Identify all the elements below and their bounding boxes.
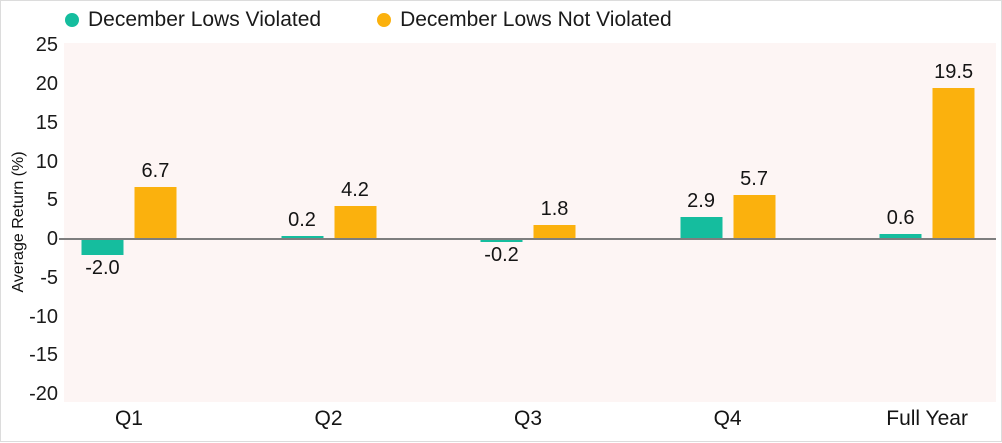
y-tick-label: -5 (40, 266, 58, 289)
zero-baseline (59, 238, 996, 240)
bar (281, 236, 323, 239)
legend-label-not-violated: December Lows Not Violated (400, 8, 672, 31)
y-axis-ticks: 25 20 15 10 5 0 -5 -10 -15 -20 (1, 1, 58, 443)
x-tick-label: Q1 (114, 407, 143, 430)
y-tick-label: 25 (35, 34, 58, 57)
y-tick-label: -20 (29, 383, 58, 405)
y-tick-label: 0 (46, 228, 58, 250)
x-tick-label: Q3 (514, 407, 543, 430)
bar-slot: 4.2 (334, 43, 376, 402)
bar-group: -0.2 1.8 (480, 43, 576, 402)
legend-label-violated: December Lows Violated (88, 8, 322, 31)
bar (533, 225, 576, 239)
value-label: -2.0 (85, 256, 120, 279)
bar-group: 0.6 19.5 (879, 43, 975, 402)
legend-item-not-violated: December Lows Not Violated (377, 8, 672, 32)
legend-item-violated: December Lows Violated (65, 8, 321, 32)
bar-slot: 0.6 (879, 43, 922, 402)
bar (134, 187, 177, 239)
bar (81, 239, 124, 255)
bar (334, 206, 376, 239)
legend-dot-not-violated-icon (377, 13, 392, 27)
value-label: 6.7 (141, 160, 170, 183)
y-tick-label: 20 (35, 73, 58, 95)
bar-slot: 1.8 (533, 43, 576, 402)
y-tick-label: -15 (29, 344, 58, 367)
bar-group: 0.2 4.2 (281, 43, 376, 402)
value-label: 19.5 (934, 60, 974, 83)
plot-area: -2.0 6.7 0.2 4.2 -0.2 1.8 2.9 5.7 0.6 19.5 (59, 43, 996, 402)
bar-group: -2.0 6.7 (81, 43, 177, 402)
bar-slot: -0.2 (480, 43, 523, 402)
value-label: 0.6 (886, 207, 915, 230)
value-label: 0.2 (288, 209, 316, 231)
value-label: 1.8 (540, 198, 569, 221)
bar (480, 239, 523, 242)
x-axis-labels: Q1 Q2 Q3 Q4 Full Year (64, 407, 996, 437)
bar (879, 234, 922, 239)
y-tick-label: 10 (35, 150, 58, 173)
value-label: -0.2 (484, 244, 519, 266)
value-label: 5.7 (740, 167, 768, 190)
bar (733, 194, 776, 239)
bar-group: 2.9 5.7 (680, 43, 776, 402)
bar-slot: 0.2 (281, 43, 323, 402)
bar (680, 216, 723, 239)
bar-slot: -2.0 (81, 43, 124, 402)
bar (932, 87, 975, 239)
x-tick-label: Full Year (886, 407, 968, 430)
bar-slot: 5.7 (733, 43, 776, 402)
y-tick-label: 5 (46, 189, 58, 212)
y-tick-label: -10 (29, 305, 58, 328)
value-label: 2.9 (687, 189, 715, 212)
y-tick-label: 15 (35, 111, 58, 134)
legend-dot-violated-icon (65, 13, 79, 27)
value-label: 4.2 (341, 179, 369, 202)
bar-slot: 19.5 (932, 43, 975, 402)
bar-slot: 2.9 (680, 43, 723, 402)
bar-slot: 6.7 (134, 43, 177, 402)
legend: December Lows Violated December Lows Not… (65, 5, 672, 35)
x-tick-label: Q4 (713, 407, 742, 430)
x-tick-label: Q2 (314, 407, 343, 430)
